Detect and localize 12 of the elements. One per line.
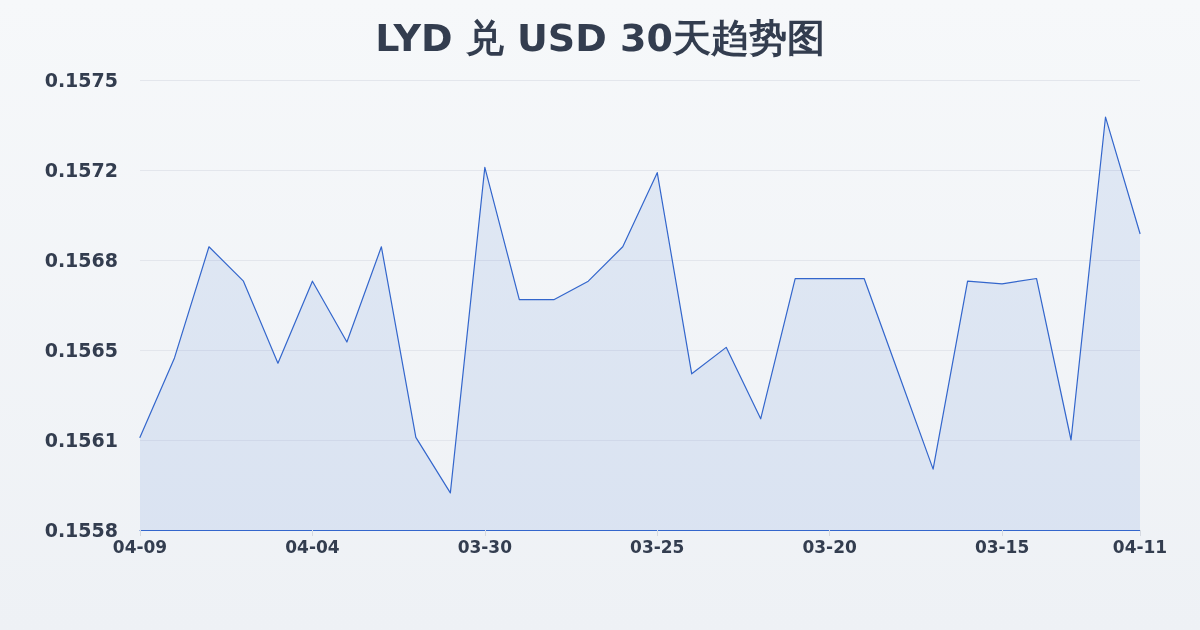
x-tick-label: 03-15	[974, 536, 1030, 557]
y-tick-label: 0.1565	[44, 339, 118, 361]
y-tick-label: 0.1561	[44, 429, 118, 451]
x-tick-label: 03-30	[457, 536, 513, 557]
x-tick-label: 04-11	[1112, 536, 1168, 557]
y-tick-label: 0.1568	[44, 249, 118, 271]
chart-title: LYD 兑 USD 30天趋势图	[375, 16, 825, 60]
x-tick-label: 03-25	[630, 536, 685, 557]
x-tick-label: 04-04	[285, 536, 340, 557]
x-tick-label: 03-20	[802, 536, 858, 557]
y-tick-label: 0.1572	[44, 159, 118, 181]
y-tick-label: 0.1575	[44, 69, 118, 91]
